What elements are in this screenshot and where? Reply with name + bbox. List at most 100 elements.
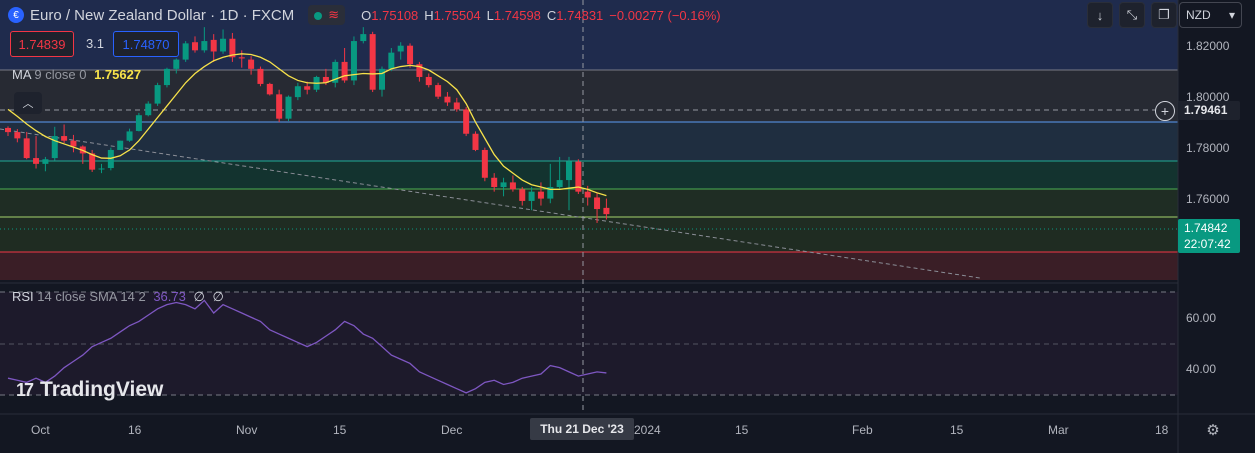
candle-body <box>173 59 180 69</box>
candle-body <box>238 57 245 59</box>
candle-body <box>42 159 49 164</box>
price-tick: 1.78000 <box>1186 141 1230 155</box>
candle-body <box>23 138 30 159</box>
time-tick: Oct <box>31 423 50 437</box>
candle-body <box>519 189 526 201</box>
currency-flag-icon: € <box>8 7 24 23</box>
ohlc-values: O1.75108 H1.75504 L1.74598 C1.74831 −0.0… <box>361 7 721 23</box>
symbol-title[interactable]: Euro / New Zealand Dollar · 1D · FXCM <box>30 6 295 24</box>
time-tick: 15 <box>333 423 347 437</box>
fib-zone-top <box>0 0 1178 70</box>
candle-body <box>379 68 385 90</box>
crosshair-date-label: Thu 21 Dec '23 <box>530 418 634 440</box>
countdown-label: 22:07:42 <box>1184 237 1231 251</box>
candle-body <box>51 136 58 159</box>
candle-body <box>528 191 535 201</box>
candle-body <box>322 76 329 83</box>
settings-button[interactable]: ⚙ <box>1202 420 1224 440</box>
buy-button[interactable]: 1.74870 <box>113 31 179 57</box>
spread-value: 3.1 <box>85 35 105 51</box>
time-tick: 15 <box>950 423 964 437</box>
candle-body <box>89 153 96 170</box>
scroll-to-latest-button[interactable]: ↓ <box>1087 2 1113 28</box>
tradingview-logo-icon: 17 <box>16 379 34 400</box>
price-tick: 1.76000 <box>1186 192 1230 206</box>
candle-body <box>266 83 273 95</box>
chevron-up-icon: ︿ <box>22 98 34 110</box>
fullscreen-icon: ⤡ <box>1126 7 1138 22</box>
candle-body <box>61 136 68 141</box>
candle-body <box>98 168 105 170</box>
candle-body <box>126 131 133 141</box>
collapse-legend-button[interactable]: ︿ <box>14 92 42 114</box>
rsi-tick: 40.00 <box>1186 362 1217 376</box>
price-tick: 1.82000 <box>1186 39 1230 53</box>
candle-body <box>481 149 488 178</box>
candles-group <box>5 27 610 223</box>
candle-body <box>369 34 376 90</box>
candle-body <box>145 103 152 116</box>
rsi-legend[interactable]: RSI 14 close SMA 14 2 36.73 ∅ ∅ <box>12 289 224 304</box>
candle-body <box>5 127 11 133</box>
candle-body <box>453 102 460 110</box>
candle-body <box>182 43 189 60</box>
candle-body <box>360 34 367 42</box>
candle-body <box>70 140 77 147</box>
trend-line <box>0 128 981 279</box>
candle-body <box>341 61 348 81</box>
candle-body <box>304 86 311 90</box>
candle-body <box>276 94 283 119</box>
tradingview-logo[interactable]: 17 TradingView <box>16 378 164 401</box>
candle-body <box>388 52 395 69</box>
ma-legend[interactable]: MA 9 close 0 1.75627 <box>12 67 142 82</box>
candle-body <box>14 132 21 139</box>
candle-body <box>594 197 601 210</box>
plus-icon: + <box>1160 103 1170 119</box>
candle-body <box>425 76 432 86</box>
candle-body <box>416 64 423 77</box>
time-tick: 15 <box>735 423 749 437</box>
add-alert-button[interactable]: + <box>1155 101 1175 121</box>
rsi-tick: 60.00 <box>1186 311 1217 325</box>
currency-select[interactable]: NZD ▾ <box>1179 2 1242 28</box>
candle-body <box>332 61 339 83</box>
candle-body <box>444 96 451 103</box>
restore-icon: ❐ <box>1158 7 1170 22</box>
candle-body <box>603 207 610 215</box>
wave-icon: ≋ <box>328 7 340 22</box>
fib-zone-3 <box>0 122 1178 161</box>
candle-body <box>229 38 236 58</box>
candle-body <box>107 149 114 169</box>
candle-body <box>463 109 470 134</box>
arrow-down-icon: ↓ <box>1096 7 1104 23</box>
fib-zone-bottom <box>0 252 1178 280</box>
rsi-line <box>7 299 607 394</box>
candle-body <box>491 177 498 188</box>
time-tick: 18 <box>1155 423 1169 437</box>
fullscreen-button[interactable]: ⤡ <box>1119 2 1145 28</box>
rsi-value: 36.73 <box>153 289 186 304</box>
candle-body <box>33 158 40 164</box>
market-open-dot-icon <box>314 12 323 20</box>
time-tick: 16 <box>128 423 142 437</box>
candle-body <box>210 39 217 52</box>
symbol-header[interactable]: € Euro / New Zealand Dollar · 1D · FXCM … <box>8 3 721 27</box>
fib-zone-6 <box>0 217 1178 252</box>
candle-body <box>117 140 124 150</box>
restore-button[interactable]: ❐ <box>1151 2 1177 28</box>
market-status-pill[interactable]: ≋ <box>308 5 346 25</box>
candle-body <box>575 161 582 192</box>
time-tick: Nov <box>236 423 258 437</box>
sell-button[interactable]: 1.74839 <box>10 31 74 57</box>
candle-body <box>192 42 198 51</box>
time-tick: Mar <box>1048 423 1069 437</box>
candle-body <box>294 86 301 98</box>
candle-body <box>584 191 591 198</box>
last-price-label: 1.74842 22:07:42 <box>1178 219 1240 253</box>
candle-body <box>556 180 563 188</box>
candle-body <box>220 38 227 52</box>
candle-body <box>248 59 255 69</box>
candle-body <box>407 45 414 65</box>
candle-body <box>500 182 507 188</box>
